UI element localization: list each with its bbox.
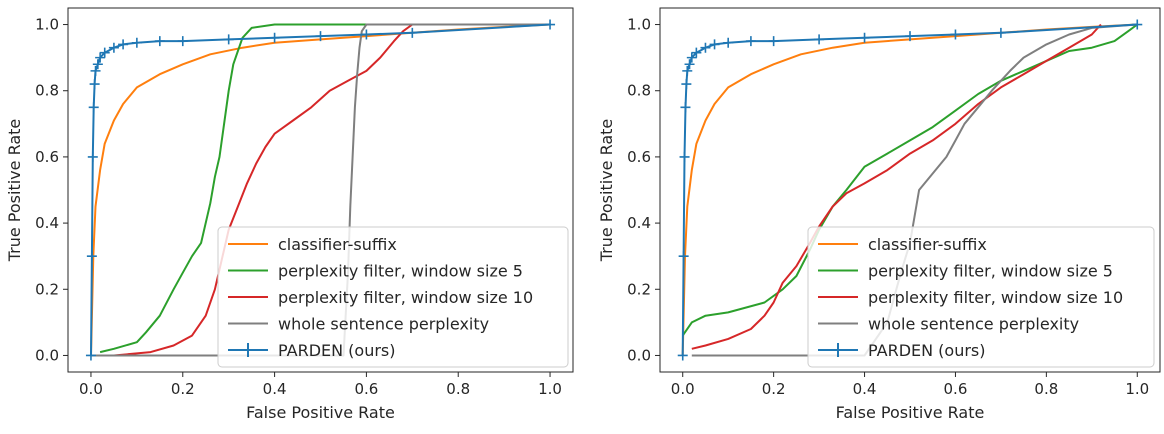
chart-panel-2: 0.0 0.2 0.4 0.6 0.8 1.0 0.0 0.2 0.4 0.6 0.8 1.0 Fals… bbox=[597, 7, 1161, 422]
legend-label: PARDEN (ours) bbox=[278, 341, 396, 360]
data-point-marker bbox=[681, 79, 692, 90]
legend-label: classifier-suffix bbox=[868, 235, 987, 254]
legend-label: PARDEN (ours) bbox=[868, 341, 986, 360]
legend-label: classifier-suffix bbox=[278, 235, 397, 254]
data-point-marker bbox=[361, 29, 372, 40]
data-point-marker bbox=[92, 59, 103, 70]
x-tick-label: 0.8 bbox=[446, 380, 470, 398]
data-point-marker bbox=[545, 19, 556, 30]
x-axis-label: False Positive Rate bbox=[246, 403, 395, 422]
y-tick-label: 0.4 bbox=[35, 214, 59, 232]
data-point-marker bbox=[118, 39, 129, 50]
data-point-marker bbox=[682, 65, 693, 76]
y-axis-label: True Positive Rate bbox=[5, 119, 24, 263]
data-point-marker bbox=[678, 251, 689, 262]
data-point-marker bbox=[89, 79, 100, 90]
y-tick-label: 0.4 bbox=[627, 214, 651, 232]
data-point-marker bbox=[745, 36, 756, 47]
y-tick-label: 0.8 bbox=[627, 82, 651, 100]
x-tick-label: 0.4 bbox=[853, 380, 877, 398]
legend-label: whole sentence perplexity bbox=[278, 315, 489, 334]
legend-box bbox=[217, 226, 569, 368]
legend-label: whole sentence perplexity bbox=[868, 315, 1079, 334]
x-axis-label: False Positive Rate bbox=[836, 403, 985, 422]
data-point-marker bbox=[1132, 19, 1143, 30]
y-tick-label: 0.6 bbox=[627, 148, 651, 166]
data-point-marker bbox=[768, 36, 779, 47]
data-point-marker bbox=[859, 32, 870, 43]
y-tick-label: 0.2 bbox=[627, 280, 651, 298]
x-tick-label: 0.0 bbox=[79, 380, 103, 398]
x-tick-label: 0.2 bbox=[171, 380, 195, 398]
y-tick-label: 0.8 bbox=[35, 82, 59, 100]
data-point-marker bbox=[223, 34, 234, 45]
y-tick-label: 1.0 bbox=[627, 16, 651, 34]
data-point-marker bbox=[131, 37, 142, 48]
data-point-marker bbox=[995, 27, 1006, 38]
x-tick-label: 0.6 bbox=[354, 380, 378, 398]
data-point-marker bbox=[177, 36, 188, 47]
chart-panel-1: 0.0 0.2 0.4 0.6 0.8 1.0 0.0 0.2 0.4 0.6 0.8 1.0 Fals… bbox=[5, 7, 574, 422]
data-point-marker bbox=[86, 251, 97, 262]
data-point-marker bbox=[85, 350, 96, 361]
data-point-marker bbox=[269, 32, 280, 43]
legend-box bbox=[807, 226, 1155, 368]
data-point-marker bbox=[680, 102, 691, 113]
data-point-marker bbox=[691, 47, 702, 58]
x-tick-label: 0.4 bbox=[263, 380, 287, 398]
data-point-marker bbox=[709, 39, 720, 50]
data-point-marker bbox=[95, 52, 106, 63]
data-point-marker bbox=[684, 59, 695, 70]
data-point-marker bbox=[154, 36, 165, 47]
y-tick-label: 0.2 bbox=[35, 280, 59, 298]
legend-label: perplexity filter, window size 10 bbox=[278, 288, 533, 307]
data-point-marker bbox=[90, 65, 101, 76]
data-point-marker bbox=[87, 151, 98, 162]
legend-marker bbox=[241, 343, 255, 357]
y-axis-label: True Positive Rate bbox=[597, 119, 616, 263]
data-point-marker bbox=[723, 37, 734, 48]
data-point-marker bbox=[686, 52, 697, 63]
data-point-marker bbox=[905, 31, 915, 42]
y-tick-label: 0.0 bbox=[35, 346, 59, 364]
data-point-marker bbox=[108, 42, 119, 53]
x-tick-label: 1.0 bbox=[538, 380, 562, 398]
x-tick-label: 0.6 bbox=[944, 380, 968, 398]
data-point-marker bbox=[700, 42, 711, 53]
series-line-perplexity-filter-window-size-10 bbox=[691, 23, 1102, 350]
legend: classifier-suffix perplexity filter, wind… bbox=[217, 226, 569, 368]
data-point-marker bbox=[88, 102, 99, 113]
data-point-marker bbox=[315, 31, 326, 42]
legend-label: perplexity filter, window size 5 bbox=[868, 262, 1113, 281]
data-point-marker bbox=[99, 47, 110, 58]
axes-frame bbox=[67, 7, 574, 373]
legend-marker bbox=[831, 343, 845, 357]
legend-label: perplexity filter, window size 5 bbox=[278, 262, 523, 281]
y-tick-label: 0.6 bbox=[35, 148, 59, 166]
y-tick-label: 1.0 bbox=[35, 16, 59, 34]
data-point-marker bbox=[677, 350, 688, 361]
data-point-marker bbox=[814, 34, 825, 45]
data-point-marker bbox=[679, 151, 690, 162]
x-tick-label: 1.0 bbox=[1125, 380, 1149, 398]
legend: classifier-suffix perplexity filter, wind… bbox=[807, 226, 1155, 368]
x-tick-label: 0.0 bbox=[671, 380, 695, 398]
series-line-perplexity-filter-window-size-10 bbox=[91, 23, 422, 357]
axes-frame bbox=[659, 7, 1161, 373]
series-line-perplexity-filter-window-size-5 bbox=[99, 23, 367, 354]
data-point-marker bbox=[950, 29, 961, 40]
x-tick-label: 0.2 bbox=[762, 380, 786, 398]
series-line-perplexity-filter-window-size-5 bbox=[681, 23, 1138, 337]
legend-label: perplexity filter, window size 10 bbox=[868, 288, 1123, 307]
y-tick-label: 0.0 bbox=[627, 346, 651, 364]
data-point-marker bbox=[407, 27, 418, 38]
x-tick-label: 0.8 bbox=[1034, 380, 1058, 398]
